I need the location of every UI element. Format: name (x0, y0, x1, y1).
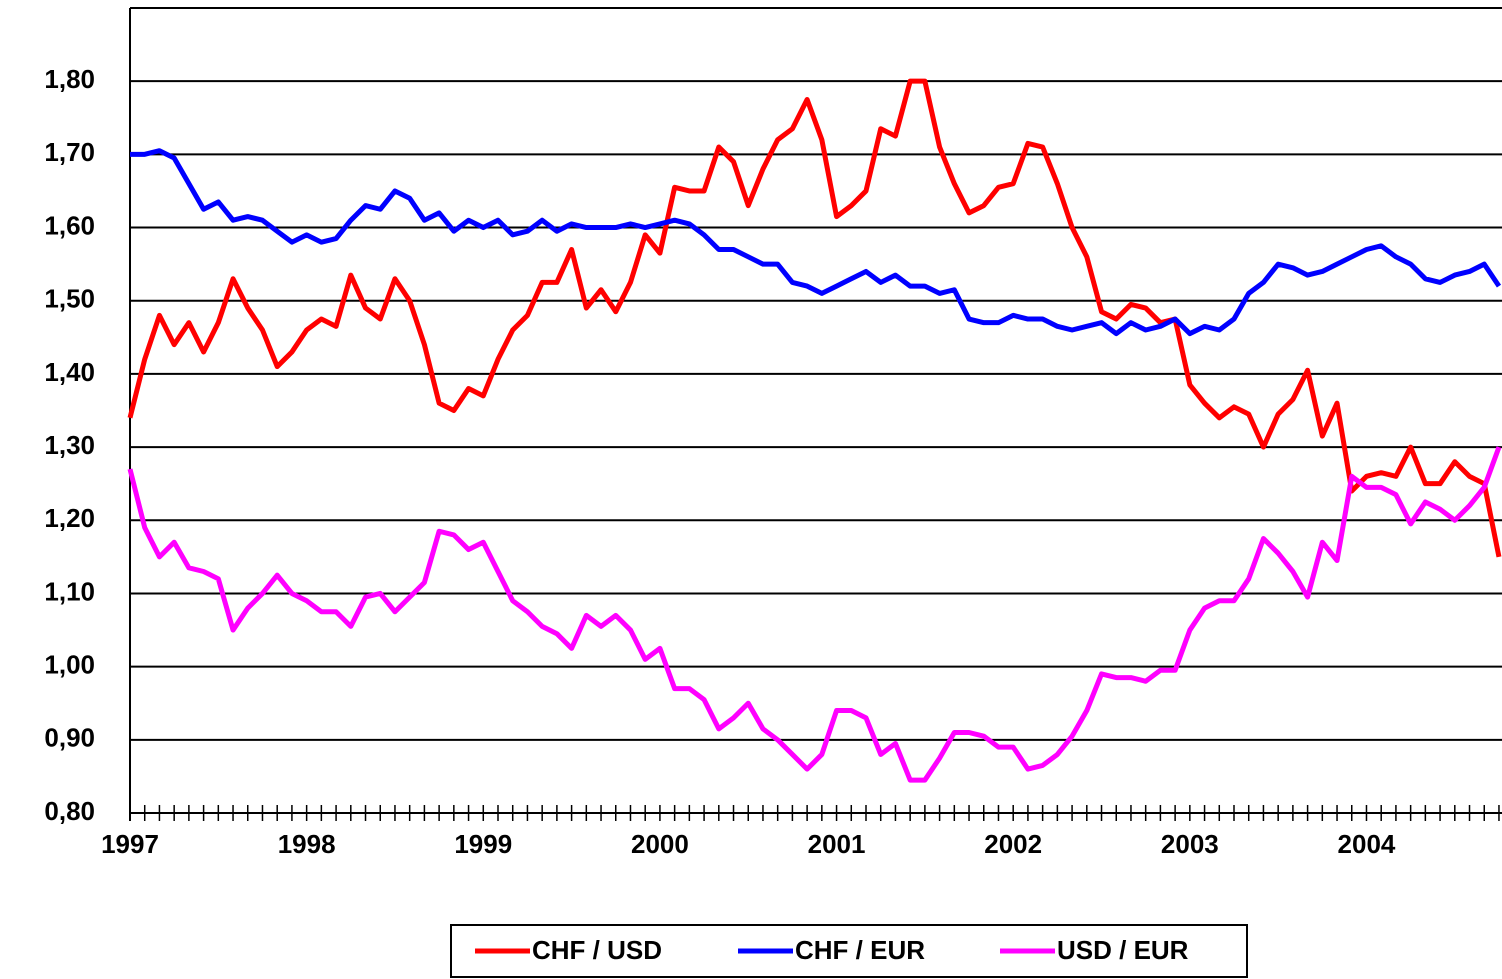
x-tick-label: 1998 (278, 829, 336, 859)
x-tick-label: 2004 (1338, 829, 1396, 859)
y-tick-label: 1,10 (44, 576, 95, 606)
series-line (130, 148, 1502, 337)
y-tick-label: 1,50 (44, 284, 95, 314)
legend-label: USD / EUR (1057, 935, 1189, 965)
x-tick-label: 2000 (631, 829, 689, 859)
y-tick-label: 1,20 (44, 503, 95, 533)
y-tick-label: 1,60 (44, 210, 95, 240)
y-tick-label: 1,40 (44, 357, 95, 387)
legend-box (450, 924, 1248, 978)
x-tick-label: 1997 (101, 829, 159, 859)
y-tick-label: 0,80 (44, 796, 95, 826)
y-tick-label: 1,00 (44, 650, 95, 680)
series-line (127, 446, 1502, 783)
y-tick-label: 1,80 (44, 64, 95, 94)
x-tick-label: 2001 (808, 829, 866, 859)
y-tick-label: 0,90 (44, 723, 95, 753)
series-line (127, 78, 1502, 558)
legend-label: CHF / USD (532, 935, 662, 965)
x-tick-label: 2003 (1161, 829, 1219, 859)
y-tick-label: 1,70 (44, 137, 95, 167)
x-tick-label: 2002 (984, 829, 1042, 859)
x-tick-label: 1999 (454, 829, 512, 859)
y-tick-label: 1,30 (44, 430, 95, 460)
legend-label: CHF / EUR (795, 935, 925, 965)
